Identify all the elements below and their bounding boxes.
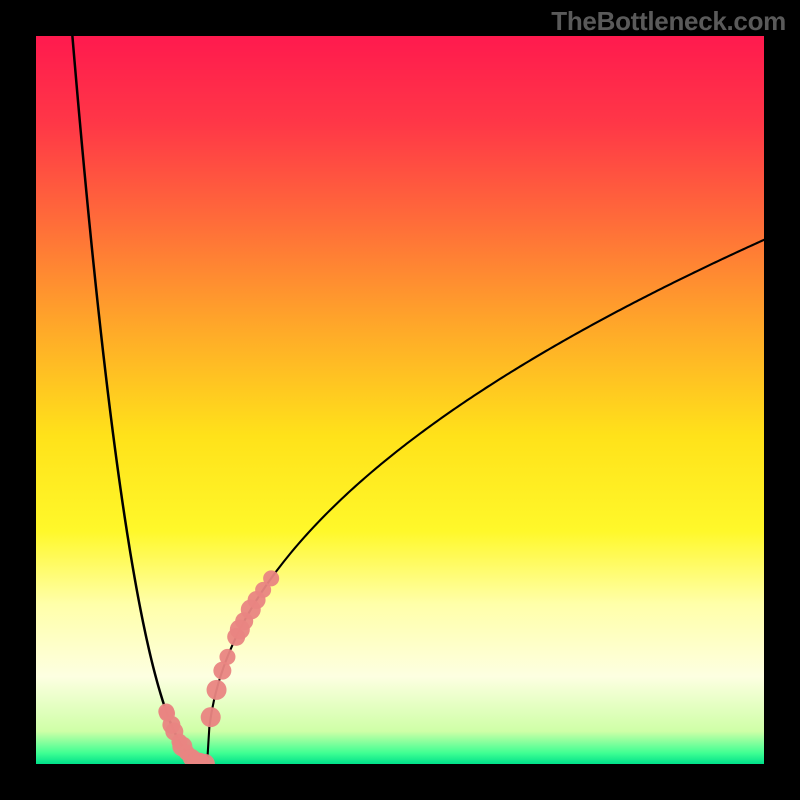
scatter-point xyxy=(195,754,215,774)
curve-left-branch xyxy=(72,36,207,764)
scatter-point xyxy=(219,649,235,665)
curve-right-branch xyxy=(207,240,764,764)
chart-root: TheBottleneck.com xyxy=(0,0,800,800)
scatter-point xyxy=(263,570,279,586)
scatter-point xyxy=(201,707,221,727)
chart-svg xyxy=(0,0,800,800)
scatter-point xyxy=(207,680,227,700)
watermark-text: TheBottleneck.com xyxy=(551,6,786,37)
